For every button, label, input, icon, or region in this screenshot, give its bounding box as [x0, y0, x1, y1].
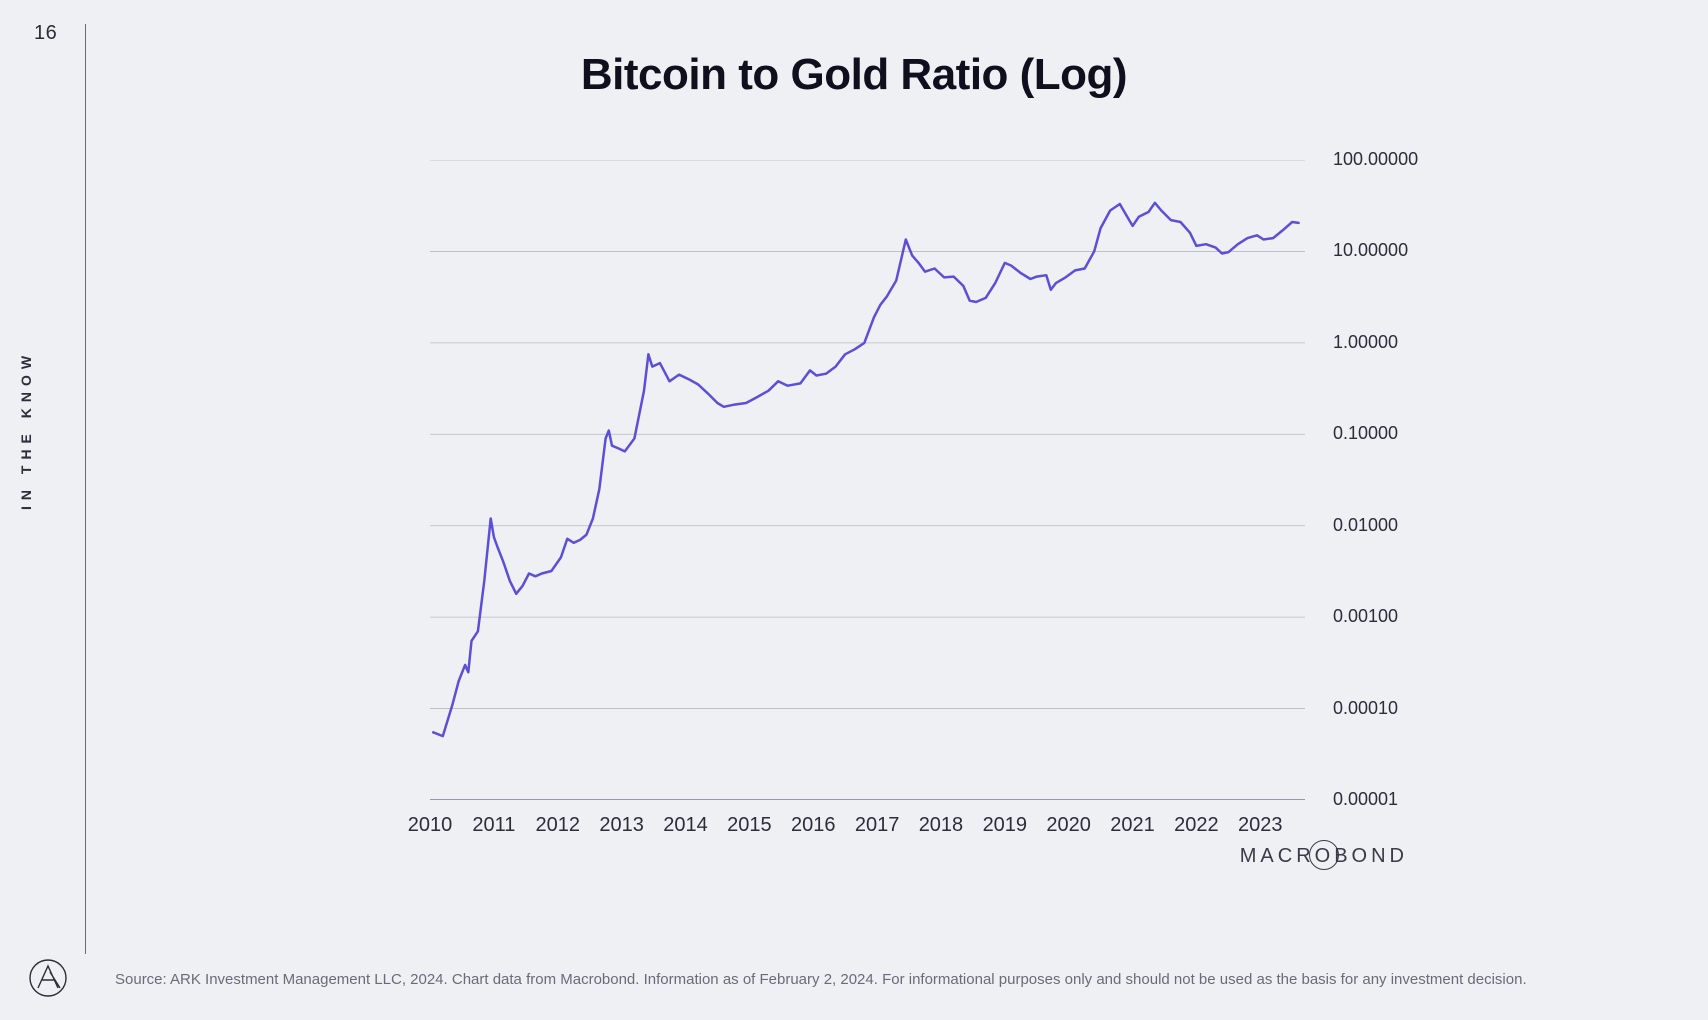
macrobond-o-icon: O: [1315, 845, 1335, 868]
x-tick-label: 2023: [1238, 814, 1283, 837]
y-tick-label: 0.00001: [1333, 789, 1398, 810]
x-tick-label: 2016: [791, 814, 836, 837]
source-footnote: Source: ARK Investment Management LLC, 2…: [115, 969, 1588, 990]
x-tick-label: 2014: [663, 814, 708, 837]
ark-logo-icon: [28, 958, 68, 998]
macrobond-logo: MACROBOND: [1240, 845, 1408, 868]
x-tick-label: 2013: [599, 814, 644, 837]
side-divider: [85, 24, 86, 954]
y-tick-label: 0.01000: [1333, 515, 1398, 536]
y-tick-label: 100.00000: [1333, 149, 1418, 170]
y-tick-label: 0.00100: [1333, 606, 1398, 627]
x-tick-label: 2018: [919, 814, 964, 837]
y-tick-label: 0.00010: [1333, 698, 1398, 719]
x-tick-label: 2020: [1046, 814, 1091, 837]
x-tick-label: 2012: [535, 814, 580, 837]
slide: 16 IN THE KNOW Bitcoin to Gold Ratio (Lo…: [0, 0, 1708, 1020]
x-tick-label: 2022: [1174, 814, 1219, 837]
x-tick-label: 2021: [1110, 814, 1155, 837]
y-tick-label: 1.00000: [1333, 332, 1398, 353]
page-number: 16: [34, 22, 57, 45]
x-tick-label: 2017: [855, 814, 900, 837]
x-tick-label: 2019: [983, 814, 1028, 837]
side-label: IN THE KNOW: [18, 350, 34, 510]
x-tick-label: 2011: [472, 814, 515, 837]
macrobond-text-1: MACR: [1240, 845, 1315, 867]
y-tick-label: 0.10000: [1333, 423, 1398, 444]
chart-area: [430, 160, 1305, 800]
x-tick-label: 2015: [727, 814, 772, 837]
chart-title: Bitcoin to Gold Ratio (Log): [0, 50, 1708, 100]
x-tick-label: 2010: [408, 814, 453, 837]
y-tick-label: 10.00000: [1333, 240, 1408, 261]
line-chart: [430, 160, 1305, 800]
macrobond-text-2: BOND: [1334, 845, 1408, 867]
